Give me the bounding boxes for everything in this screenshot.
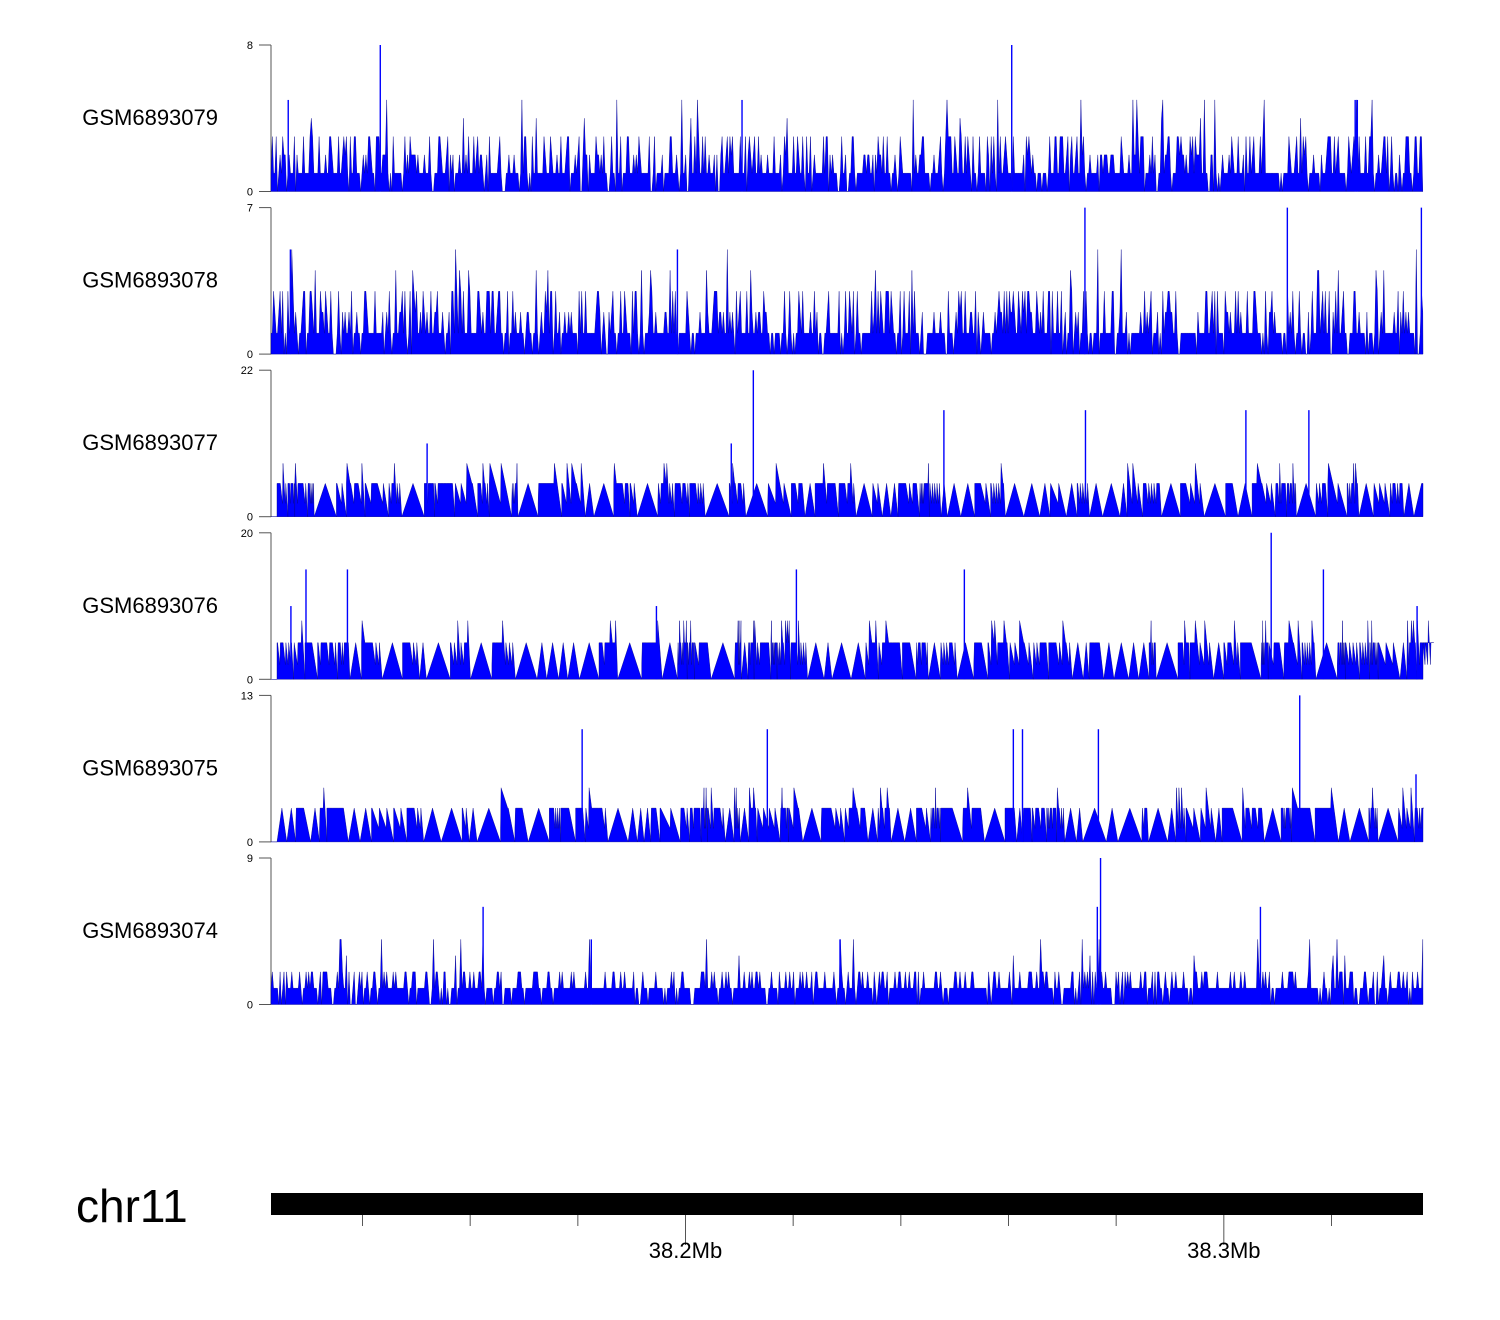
y-tick-label: 7 [247, 203, 253, 215]
track-GSM6893077: GSM6893077 22 0 [82, 365, 1424, 524]
track-label: GSM6893078 [82, 268, 218, 293]
tracks: GSM689307980GSM689307870GSM6893077220GSM… [82, 40, 1434, 1012]
track-GSM6893078: GSM6893078 7 0 [82, 203, 1424, 361]
x-tick-label: 38.3Mb [1187, 1238, 1260, 1263]
y-tick-label: 22 [241, 365, 253, 377]
y-tick-label: 0 [247, 349, 253, 361]
y-tick-label: 13 [241, 690, 253, 702]
y-tick-label: 0 [247, 674, 253, 686]
y-tick-label: 20 [241, 528, 253, 540]
y-tick-label: 0 [247, 1000, 253, 1012]
y-tick-label: 9 [247, 853, 253, 865]
chromosome-label: chr11 [76, 1180, 188, 1232]
signal-area [270, 249, 1424, 355]
track-GSM6893074: GSM6893074 9 0 [82, 853, 1424, 1012]
track-label: GSM6893077 [82, 430, 218, 455]
track-label: GSM6893079 [82, 105, 218, 130]
y-tick-label: 0 [247, 837, 253, 849]
signal-area [271, 463, 1424, 517]
y-tick-label: 0 [247, 512, 253, 524]
track-label: GSM6893075 [82, 755, 218, 780]
chromosome-bar [271, 1193, 1423, 1215]
y-tick-label: 0 [247, 187, 253, 199]
track-GSM6893075: GSM6893075 13 0 [82, 690, 1424, 849]
track-label: GSM6893074 [82, 918, 218, 943]
x-axis: 38.2Mb 38.3Mb [362, 1215, 1332, 1263]
signal-area [270, 99, 1423, 192]
track-GSM6893076: GSM6893076 20 0 [82, 528, 1434, 686]
y-tick-label: 8 [247, 40, 253, 52]
track-GSM6893079: GSM6893079 8 0 [82, 40, 1423, 199]
signal-area [271, 620, 1434, 680]
signal-area [271, 787, 1424, 843]
x-tick-label: 38.2Mb [649, 1238, 722, 1263]
track-label: GSM6893076 [82, 593, 218, 618]
signal-area [270, 939, 1424, 1005]
